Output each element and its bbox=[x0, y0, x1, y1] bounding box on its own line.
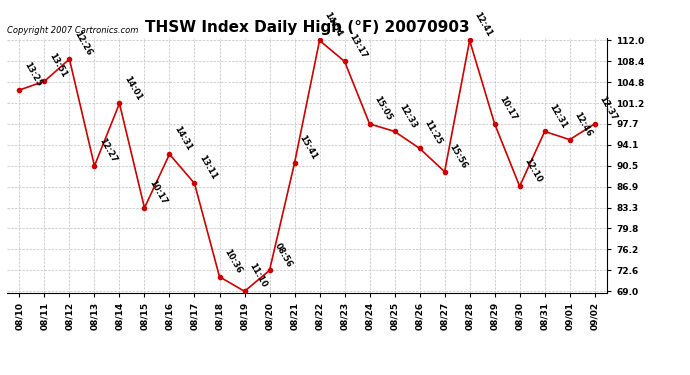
Text: 12:46: 12:46 bbox=[573, 110, 594, 138]
Text: 13:51: 13:51 bbox=[48, 52, 68, 80]
Text: 12:41: 12:41 bbox=[473, 11, 494, 39]
Text: 12:33: 12:33 bbox=[397, 102, 419, 130]
Text: 11:25: 11:25 bbox=[422, 119, 444, 147]
Text: 15:56: 15:56 bbox=[448, 142, 469, 170]
Text: 12:10: 12:10 bbox=[522, 157, 544, 184]
Text: 14:01: 14:01 bbox=[122, 74, 144, 102]
Text: 10:36: 10:36 bbox=[222, 248, 244, 275]
Text: 13:17: 13:17 bbox=[348, 32, 368, 60]
Text: 12:27: 12:27 bbox=[97, 136, 119, 164]
Text: Copyright 2007 Cartronics.com: Copyright 2007 Cartronics.com bbox=[7, 26, 138, 35]
Text: 11:10: 11:10 bbox=[248, 262, 268, 290]
Text: 08:56: 08:56 bbox=[273, 241, 294, 268]
Text: 13:25: 13:25 bbox=[22, 61, 43, 88]
Text: 12:37: 12:37 bbox=[598, 94, 619, 122]
Text: 13:11: 13:11 bbox=[197, 154, 219, 182]
Text: 14:31: 14:31 bbox=[172, 125, 194, 153]
Text: 12:26: 12:26 bbox=[72, 30, 94, 57]
Text: 12:31: 12:31 bbox=[548, 102, 569, 130]
Text: 10:17: 10:17 bbox=[148, 178, 168, 206]
Text: 10:17: 10:17 bbox=[497, 94, 519, 122]
Text: 15:41: 15:41 bbox=[297, 134, 319, 161]
Text: 15:05: 15:05 bbox=[373, 94, 394, 122]
Title: THSW Index Daily High (°F) 20070903: THSW Index Daily High (°F) 20070903 bbox=[145, 20, 469, 35]
Text: 14:54: 14:54 bbox=[322, 11, 344, 39]
